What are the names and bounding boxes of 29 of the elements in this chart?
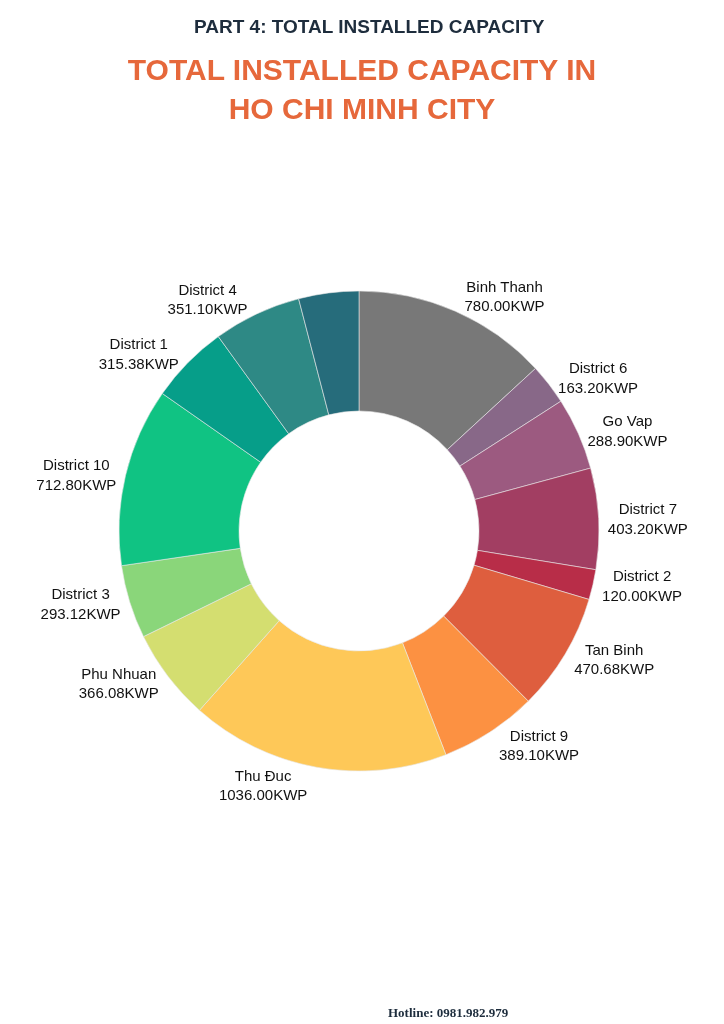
data-label: 403.20KWP [607,519,688,537]
data-label: 389.10KWP [498,746,580,764]
chart-title: TOTAL INSTALLED CAPACITY IN HO CHI MINH CITY [127,53,597,125]
data-label: 120.00KWP [602,586,683,604]
slice-label: District 9 [509,726,569,744]
data-label: 351.10KWP [167,300,248,318]
slice-label: District 10 [42,456,110,474]
slice-label: District 6 [568,359,628,377]
data-label: 293.12KWP [40,604,121,622]
slice-label: District 2 [612,567,672,585]
data-label: 780.00KWP [464,297,545,315]
slice-label: District 1 [109,335,168,353]
data-label: 366.08KWP [78,684,159,702]
slice-label: District 7 [618,500,677,518]
data-label: 712.80KWP [36,475,117,493]
data-label: 1036.00KWP [218,786,308,804]
slice-label: District 3 [51,585,110,603]
slice-label: Binh Thanh [466,277,543,295]
slice-label: District 4 [178,280,237,298]
data-label: 470.68KWP [574,660,655,678]
data-label: 163.20KWP [558,378,639,396]
slice-label: Go Vap [602,412,653,430]
data-label: 315.38KWP [98,354,179,372]
slice-label: Phu Nhuan [81,664,157,682]
data-label: 288.90KWP [587,431,668,449]
slice-label: Tan Binh [584,640,644,658]
text: PART 4: TOTAL INSTALLED CAPACITY [194,16,545,37]
text: Hotline: 0981.982.979 [388,1005,509,1020]
slice-label: Thu Đuc [234,766,292,784]
